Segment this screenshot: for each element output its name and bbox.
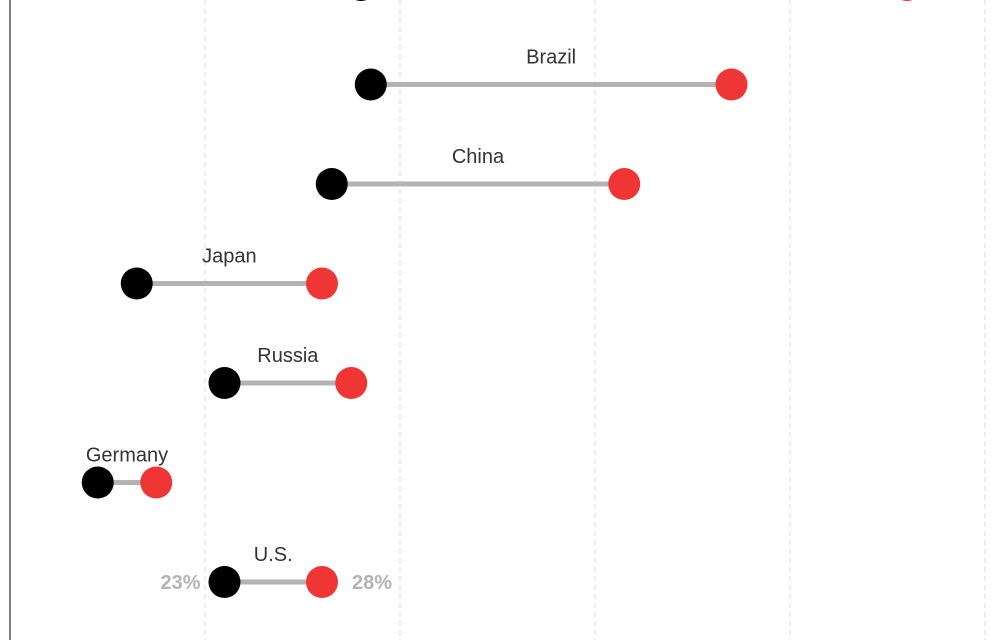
start-dot	[355, 0, 367, 1]
chart-rows: Brazil China Japan Russia Germany U.S. 23% 28%	[81, 0, 913, 598]
row-japan: Japan	[120, 246, 338, 300]
country-label: Japan	[202, 246, 257, 268]
end-value-label: 28%	[352, 572, 392, 594]
end-dot	[901, 0, 913, 1]
end-dot	[715, 68, 748, 101]
start-dot	[354, 68, 387, 101]
row-brazil: Brazil	[354, 47, 748, 101]
start-dot	[81, 466, 114, 499]
end-dot	[335, 367, 368, 399]
end-dot	[306, 267, 338, 300]
end-dot	[140, 466, 173, 499]
start-dot	[208, 566, 241, 598]
row-china: China	[315, 146, 641, 200]
country-label: China	[452, 146, 505, 168]
row-u-s: U.S. 23% 28%	[160, 544, 392, 598]
start-dot	[208, 367, 241, 399]
end-dot	[608, 168, 641, 200]
end-dot	[306, 566, 338, 598]
start-value-label: 23%	[160, 572, 200, 594]
country-label: Brazil	[526, 47, 576, 69]
row-russia: Russia	[208, 345, 368, 399]
row-top	[355, 0, 913, 1]
country-label: Germany	[86, 445, 168, 467]
row-germany: Germany	[81, 445, 173, 499]
start-dot	[315, 168, 348, 200]
grid-lines	[204, 0, 986, 640]
country-label: U.S.	[254, 544, 293, 566]
country-label: Russia	[257, 345, 319, 367]
start-dot	[120, 267, 153, 300]
